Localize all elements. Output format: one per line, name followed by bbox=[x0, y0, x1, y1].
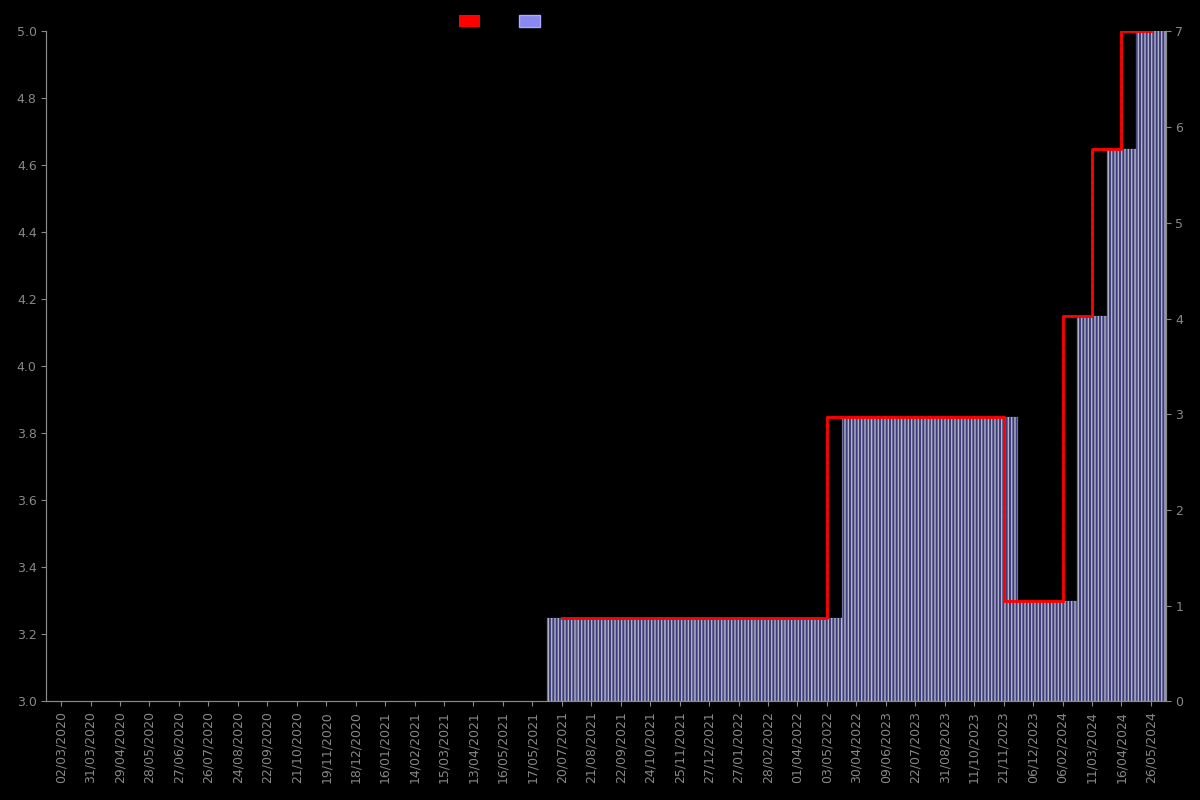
Bar bbox=[960, 417, 989, 702]
Bar bbox=[812, 618, 841, 702]
Legend: , : , bbox=[460, 14, 551, 29]
Bar bbox=[841, 417, 871, 702]
Bar bbox=[547, 618, 576, 702]
Bar bbox=[1019, 601, 1048, 702]
Bar bbox=[606, 618, 636, 702]
Bar bbox=[665, 618, 695, 702]
Bar bbox=[695, 618, 724, 702]
Bar bbox=[900, 417, 930, 702]
Bar bbox=[754, 618, 782, 702]
Bar bbox=[724, 618, 754, 702]
Bar bbox=[989, 417, 1019, 702]
Bar bbox=[636, 618, 665, 702]
Bar bbox=[782, 618, 812, 702]
Bar bbox=[871, 417, 900, 702]
Bar bbox=[1048, 601, 1078, 702]
Bar bbox=[930, 417, 960, 702]
Bar bbox=[1078, 316, 1106, 702]
Bar bbox=[1136, 31, 1165, 702]
Bar bbox=[1106, 149, 1136, 702]
Bar bbox=[576, 618, 606, 702]
